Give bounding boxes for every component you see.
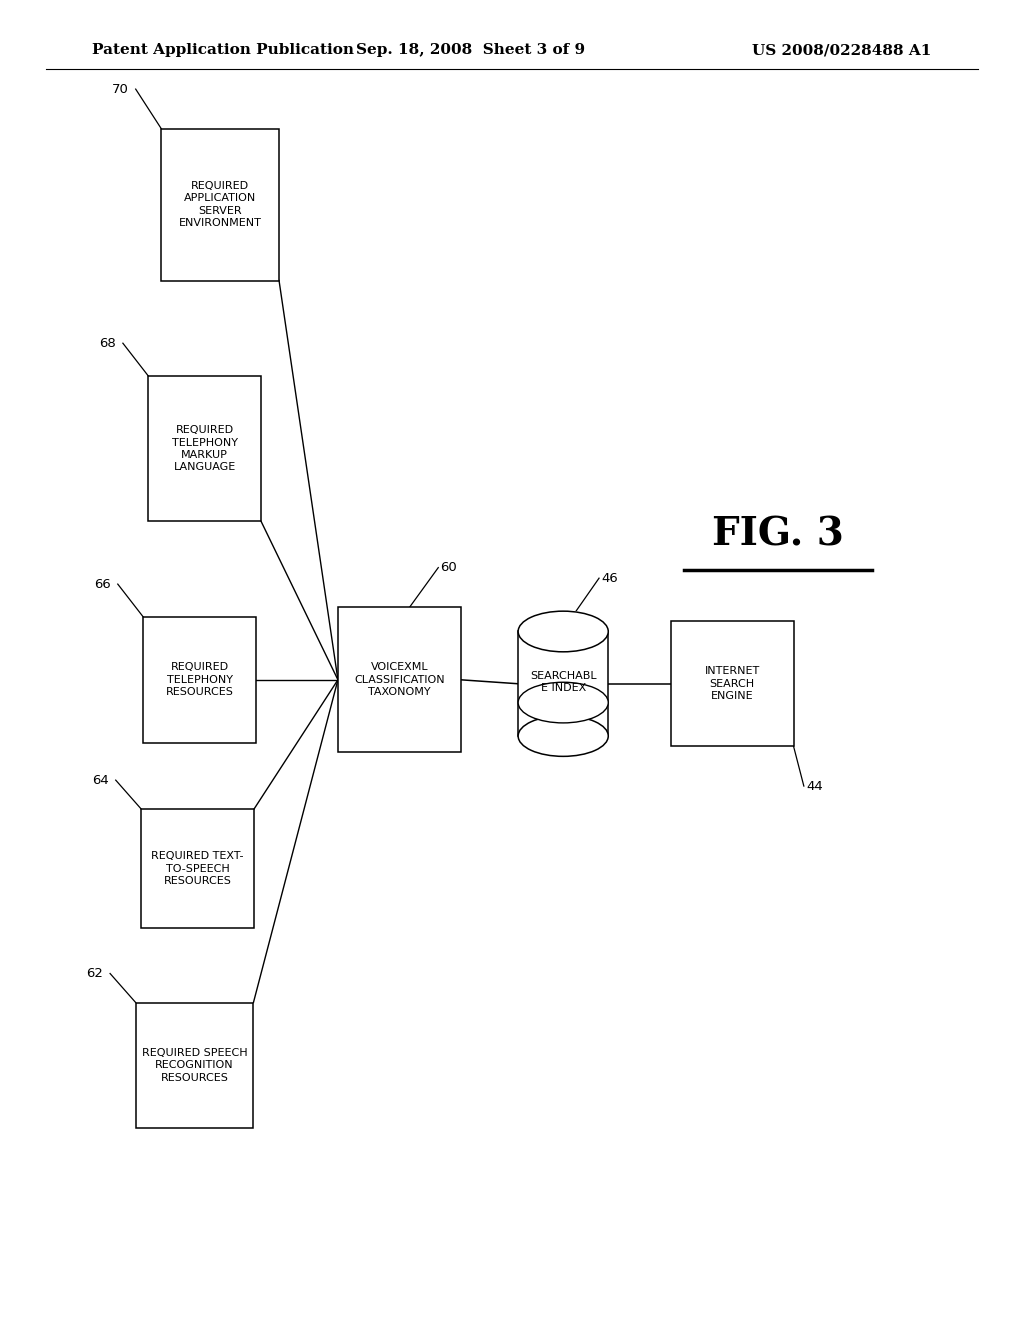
Text: REQUIRED
TELEPHONY
MARKUP
LANGUAGE: REQUIRED TELEPHONY MARKUP LANGUAGE bbox=[172, 425, 238, 473]
Text: REQUIRED TEXT-
TO-SPEECH
RESOURCES: REQUIRED TEXT- TO-SPEECH RESOURCES bbox=[152, 851, 244, 886]
FancyBboxPatch shape bbox=[135, 1003, 254, 1127]
Text: Patent Application Publication: Patent Application Publication bbox=[92, 44, 354, 57]
Text: REQUIRED
APPLICATION
SERVER
ENVIRONMENT: REQUIRED APPLICATION SERVER ENVIRONMENT bbox=[179, 181, 261, 228]
Text: US 2008/0228488 A1: US 2008/0228488 A1 bbox=[753, 44, 932, 57]
Text: SEARCHABL
E INDEX: SEARCHABL E INDEX bbox=[529, 671, 597, 693]
Text: REQUIRED
TELEPHONY
RESOURCES: REQUIRED TELEPHONY RESOURCES bbox=[166, 663, 233, 697]
Text: 64: 64 bbox=[92, 774, 109, 787]
Ellipse shape bbox=[518, 611, 608, 652]
Ellipse shape bbox=[518, 682, 608, 723]
FancyBboxPatch shape bbox=[148, 376, 261, 521]
FancyBboxPatch shape bbox=[143, 618, 256, 742]
Text: INTERNET
SEARCH
ENGINE: INTERNET SEARCH ENGINE bbox=[705, 667, 760, 701]
Bar bbox=[518, 611, 608, 756]
Text: 46: 46 bbox=[601, 572, 617, 585]
Text: REQUIRED SPEECH
RECOGNITION
RESOURCES: REQUIRED SPEECH RECOGNITION RESOURCES bbox=[141, 1048, 248, 1082]
Text: Sep. 18, 2008  Sheet 3 of 9: Sep. 18, 2008 Sheet 3 of 9 bbox=[356, 44, 586, 57]
Text: 66: 66 bbox=[94, 578, 111, 590]
Text: 44: 44 bbox=[806, 780, 822, 792]
FancyBboxPatch shape bbox=[671, 622, 794, 747]
Text: VOICEXML
CLASSIFICATION
TAXONOMY: VOICEXML CLASSIFICATION TAXONOMY bbox=[354, 663, 444, 697]
Text: 62: 62 bbox=[86, 968, 102, 979]
Text: 68: 68 bbox=[99, 337, 116, 350]
FancyBboxPatch shape bbox=[162, 129, 279, 281]
Text: 70: 70 bbox=[112, 83, 129, 95]
FancyBboxPatch shape bbox=[338, 607, 461, 752]
Text: FIG. 3: FIG. 3 bbox=[713, 516, 844, 553]
FancyBboxPatch shape bbox=[141, 809, 254, 928]
Text: 60: 60 bbox=[440, 561, 457, 574]
Ellipse shape bbox=[518, 715, 608, 756]
